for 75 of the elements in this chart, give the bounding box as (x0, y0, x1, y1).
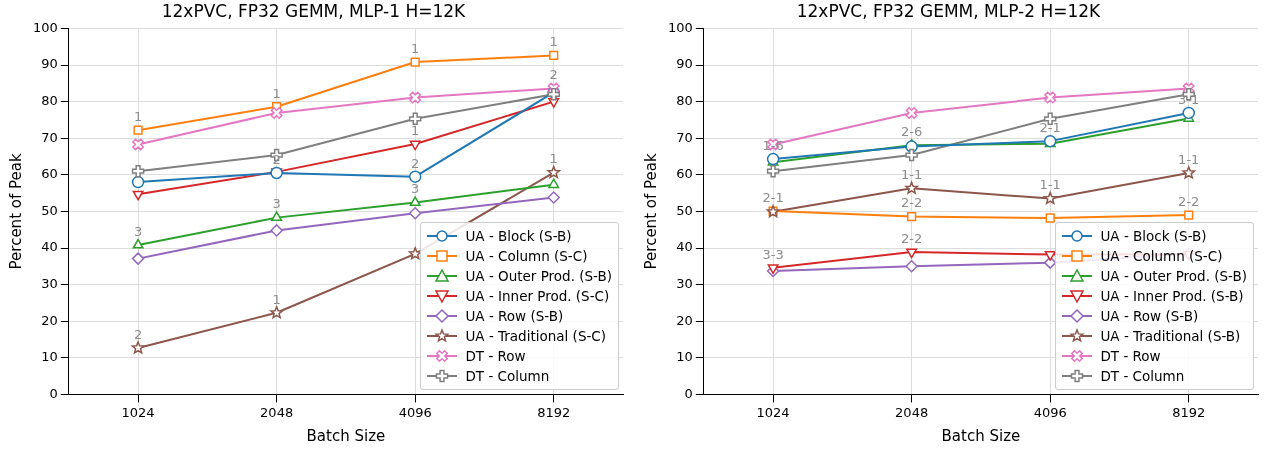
annotation: 1 (411, 40, 420, 56)
annotation: 2-2 (901, 195, 923, 211)
y-tick-label: 70 (41, 129, 58, 145)
y-tick-label: 50 (676, 202, 693, 218)
y-tick-label: 60 (676, 166, 693, 182)
chart-title: 12xPVC, FP32 GEMM, MLP-2 H=12K (796, 0, 1102, 21)
y-tick-label: 40 (676, 239, 693, 255)
annotation: 2-1 (1039, 120, 1061, 135)
legend-label: UA - Row (S-B) (465, 307, 564, 327)
y-axis-title: Percent of Peak (6, 153, 25, 270)
legend-label: UA - Block (S-B) (465, 227, 572, 247)
y-tick-label: 0 (684, 385, 693, 401)
x-tick-label: 4096 (1033, 404, 1067, 420)
y-tick-label: 100 (667, 19, 693, 35)
y-tick-label: 90 (676, 56, 693, 72)
annotation: 2-6 (901, 124, 923, 140)
legend-label: UA - Outer Prod. (S-B) (1100, 267, 1247, 287)
annotation: 3 (272, 196, 281, 212)
annotation: 1 (272, 291, 281, 307)
annotation: 1 (411, 122, 420, 138)
x-tick-label: 8192 (1172, 404, 1206, 420)
y-tick-label: 90 (41, 56, 58, 72)
y-tick-label: 60 (41, 166, 58, 182)
x-axis-title: Batch Size (306, 426, 386, 445)
y-tick-label: 40 (41, 239, 58, 255)
annotation: 2 (411, 155, 420, 171)
legend-label: UA - Column (S-C) (465, 247, 588, 267)
legend-label: UA - Block (S-B) (1100, 227, 1207, 247)
annotation: 1-1 (1178, 151, 1200, 167)
y-tick-label: 20 (41, 312, 58, 328)
y-tick-label: 30 (41, 275, 58, 291)
annotation: 2 (549, 67, 558, 83)
y-tick-label: 10 (41, 349, 58, 365)
legend-label: DT - Row (1100, 347, 1161, 367)
legend-label: DT - Row (465, 347, 526, 367)
legend-label: UA - Outer Prod. (S-B) (465, 267, 612, 287)
annotation: 3 (133, 223, 143, 239)
legend-label: DT - Column (1100, 367, 1185, 387)
legend-label: UA - Column (S-C) (1100, 247, 1223, 267)
annotation: 1 (272, 85, 281, 101)
x-tick-label: 1024 (756, 404, 790, 420)
y-tick-label: 10 (676, 349, 693, 365)
legend-label: UA - Inner Prod. (S-C) (465, 287, 610, 307)
x-tick-label: 8192 (537, 404, 571, 420)
annotation: 3 (411, 181, 420, 197)
annotation: 1 (549, 34, 558, 50)
y-tick-label: 0 (49, 385, 58, 401)
annotation: 1 (549, 151, 558, 167)
annotation: 3-3 (762, 246, 784, 262)
y-tick-label: 50 (41, 202, 58, 218)
y-tick-label: 20 (676, 312, 693, 328)
y-tick-label: 100 (32, 19, 58, 35)
chart-title: 12xPVC, FP32 GEMM, MLP-1 H=12K (161, 0, 467, 21)
y-tick-label: 80 (41, 92, 58, 108)
legend-label: DT - Column (465, 367, 550, 387)
annotation: 1-1 (1039, 177, 1061, 193)
annotation: 2-2 (901, 230, 923, 246)
y-tick-label: 80 (676, 92, 693, 108)
x-tick-label: 2048 (260, 404, 294, 420)
legend-label: UA - Traditional (S-C) (465, 327, 607, 347)
legend-label: UA - Inner Prod. (S-B) (1100, 287, 1244, 307)
y-axis-title: Percent of Peak (641, 153, 660, 270)
legend-label: UA - Traditional (S-B) (1100, 327, 1241, 347)
annotation: 1-1 (901, 167, 923, 183)
annotation: 2-1 (762, 189, 784, 205)
y-tick-label: 30 (676, 275, 693, 291)
x-tick-label: 4096 (398, 404, 432, 420)
annotation: 2 (133, 326, 143, 342)
annotation: 2-2 (1178, 193, 1200, 209)
annotation: 1 (133, 109, 143, 125)
x-tick-label: 2048 (895, 404, 929, 420)
x-axis-title: Batch Size (941, 426, 1021, 445)
legend-label: UA - Row (S-B) (1100, 307, 1199, 327)
y-tick-label: 70 (676, 129, 693, 145)
x-tick-label: 1024 (121, 404, 155, 420)
